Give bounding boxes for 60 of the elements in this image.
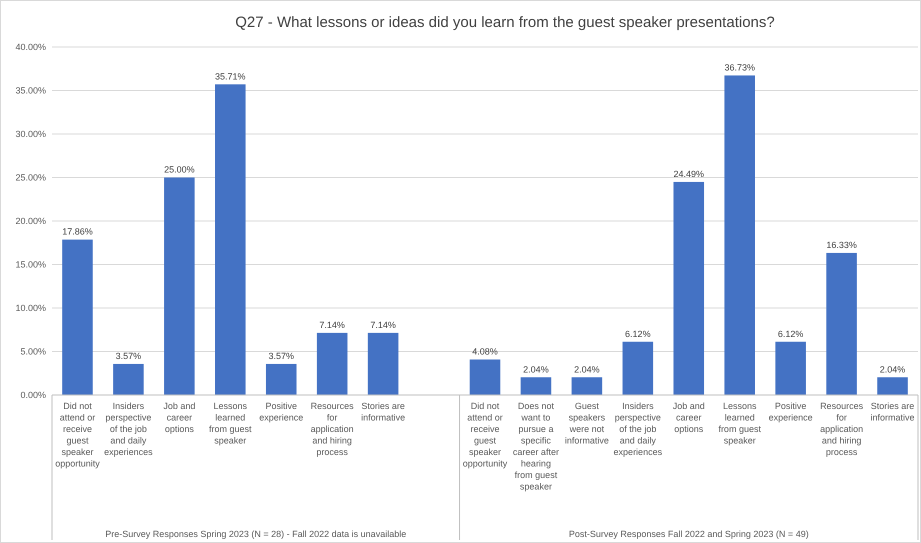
bar bbox=[316, 332, 348, 395]
data-label: 6.12% bbox=[625, 328, 651, 339]
bar bbox=[113, 364, 144, 395]
y-tick-label: 15.00% bbox=[15, 259, 46, 270]
x-tick-label: Job and career options bbox=[672, 401, 705, 434]
bar bbox=[520, 377, 552, 395]
data-label: 25.00% bbox=[164, 164, 195, 174]
x-tick-label: Stories are informative bbox=[361, 401, 406, 422]
bar bbox=[368, 332, 398, 395]
y-tick-label: 35.00% bbox=[15, 85, 46, 96]
y-tick-label: 0.00% bbox=[20, 390, 46, 400]
bar bbox=[673, 182, 704, 395]
x-tick-label: Positive experience bbox=[768, 401, 813, 422]
x-tick-label: Positive experience bbox=[259, 401, 304, 422]
x-tick-label: Guest speakers were not informative bbox=[564, 401, 609, 446]
bar bbox=[724, 75, 755, 395]
bar bbox=[877, 377, 908, 395]
x-tick-label: Stories are informative bbox=[870, 401, 915, 422]
bar bbox=[62, 240, 93, 395]
data-label: 36.73% bbox=[724, 62, 755, 72]
x-tick-label: Resources for application and hiring process bbox=[310, 401, 354, 457]
x-tick-label: Job and career options bbox=[163, 401, 196, 434]
data-label: 3.57% bbox=[116, 350, 142, 361]
bar bbox=[622, 342, 654, 395]
y-tick-label: 40.00% bbox=[15, 42, 46, 52]
data-label: 7.14% bbox=[319, 320, 345, 330]
data-label: 7.14% bbox=[370, 320, 396, 330]
x-tick-label: Insiders perspective of the job and daily experiences bbox=[104, 401, 154, 457]
data-label: 6.12% bbox=[778, 328, 804, 339]
data-label: 17.86% bbox=[62, 226, 93, 237]
data-label: 2.04% bbox=[574, 364, 600, 374]
data-label: 2.04% bbox=[880, 364, 906, 374]
y-tick-label: 20.00% bbox=[15, 216, 46, 226]
x-tick-label: Does not want to pursue a specific career after hearing from guest speaker bbox=[512, 401, 559, 492]
data-label: 3.57% bbox=[268, 350, 294, 361]
bar bbox=[826, 252, 857, 395]
x-tick-label: Did not attend or receive guest speaker opportunity bbox=[462, 401, 508, 468]
data-label: 35.71% bbox=[215, 71, 246, 82]
data-label: 16.33% bbox=[826, 240, 857, 250]
x-tick-label: Insiders perspective of the job and daily experiences bbox=[614, 401, 663, 457]
x-tick-label: Resources for application and hiring process bbox=[820, 401, 864, 457]
text: Pre-Survey Responses Spring 2023 (N = 28) - Fall 2022 data is unavailable bbox=[105, 529, 406, 539]
chart-title: Q27 - What lessons or ideas did you learn from the guest speaker presentations? bbox=[235, 14, 775, 31]
data-label: 4.08% bbox=[472, 346, 498, 357]
data-label: 24.49% bbox=[674, 168, 704, 179]
x-tick-label: Lessons learned from guest speaker bbox=[718, 401, 762, 446]
x-tick-label: Lessons learned from guest speaker bbox=[209, 401, 252, 446]
bar bbox=[775, 342, 806, 395]
text: Post-Survey Responses Fall 2022 and Spring 2023 (N = 49) bbox=[568, 529, 809, 539]
bar bbox=[215, 84, 246, 395]
y-tick-label: 25.00% bbox=[15, 172, 46, 182]
data-label: 2.04% bbox=[523, 364, 549, 374]
bar bbox=[572, 377, 602, 395]
bar bbox=[266, 364, 297, 395]
x-tick-label: Did not attend or receive guest speaker opportunity bbox=[55, 401, 100, 468]
y-tick-label: 10.00% bbox=[15, 302, 46, 313]
y-tick-label: 5.00% bbox=[20, 346, 46, 356]
bar bbox=[470, 360, 500, 395]
y-tick-label: 30.00% bbox=[15, 128, 46, 139]
bar bbox=[164, 178, 195, 395]
